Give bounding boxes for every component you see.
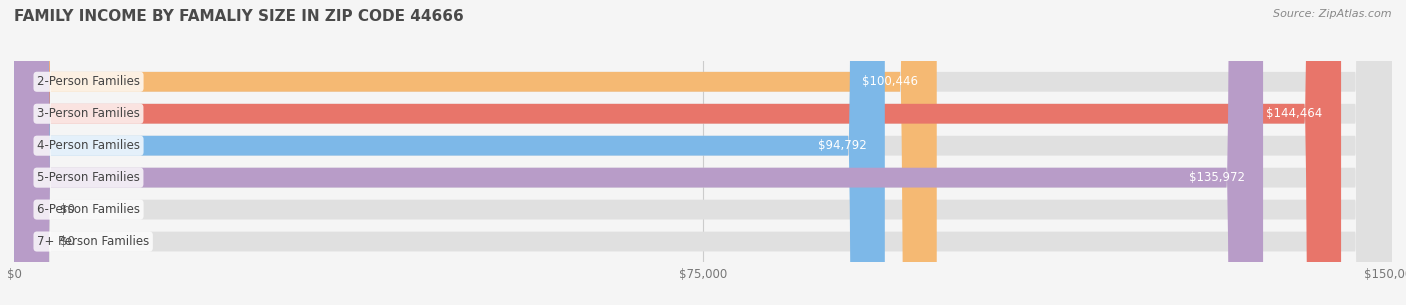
FancyBboxPatch shape — [14, 0, 1392, 305]
Text: 2-Person Families: 2-Person Families — [37, 75, 141, 88]
Text: 7+ Person Families: 7+ Person Families — [37, 235, 149, 248]
Text: $144,464: $144,464 — [1267, 107, 1323, 120]
FancyBboxPatch shape — [14, 0, 1341, 305]
Text: FAMILY INCOME BY FAMALIY SIZE IN ZIP CODE 44666: FAMILY INCOME BY FAMALIY SIZE IN ZIP COD… — [14, 9, 464, 24]
Text: 4-Person Families: 4-Person Families — [37, 139, 141, 152]
FancyBboxPatch shape — [14, 0, 1392, 305]
Text: 6-Person Families: 6-Person Families — [37, 203, 141, 216]
Text: $94,792: $94,792 — [818, 139, 866, 152]
FancyBboxPatch shape — [14, 0, 1392, 305]
Text: $0: $0 — [60, 235, 75, 248]
FancyBboxPatch shape — [14, 0, 1392, 305]
Text: Source: ZipAtlas.com: Source: ZipAtlas.com — [1274, 9, 1392, 19]
Text: 3-Person Families: 3-Person Families — [37, 107, 141, 120]
FancyBboxPatch shape — [14, 0, 1263, 305]
Text: $135,972: $135,972 — [1188, 171, 1244, 184]
Text: $100,446: $100,446 — [862, 75, 918, 88]
Text: 5-Person Families: 5-Person Families — [37, 171, 141, 184]
FancyBboxPatch shape — [14, 0, 1392, 305]
Text: $0: $0 — [60, 203, 75, 216]
FancyBboxPatch shape — [14, 0, 884, 305]
FancyBboxPatch shape — [14, 0, 1392, 305]
FancyBboxPatch shape — [14, 0, 936, 305]
